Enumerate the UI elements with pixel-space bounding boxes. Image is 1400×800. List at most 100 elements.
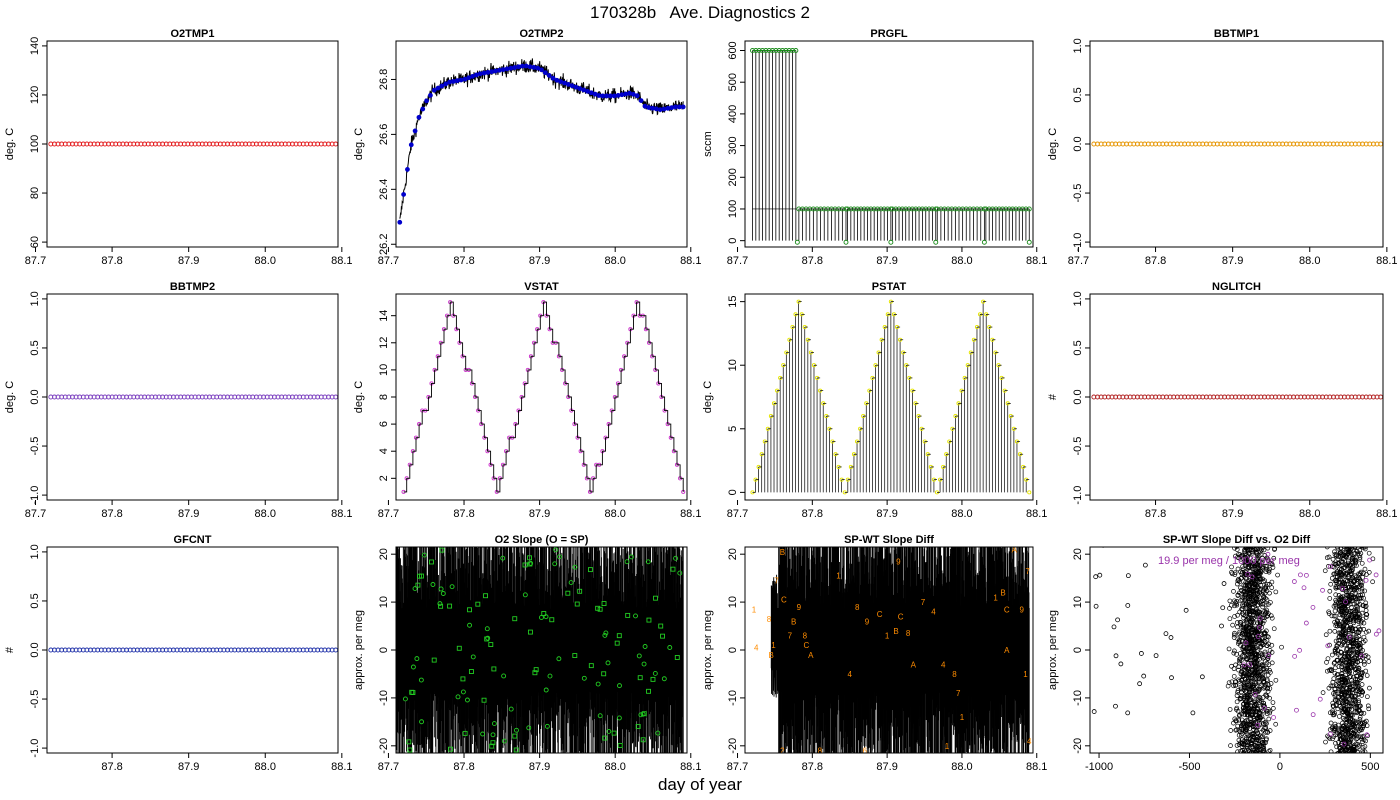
- data-point: [533, 667, 539, 673]
- data-point: [541, 611, 547, 616]
- x-tick-label-bbtmp2: 87.7: [25, 508, 46, 520]
- data-point: [637, 675, 643, 681]
- data-point: [1235, 723, 1241, 729]
- data-point: [888, 239, 894, 245]
- y-axis-label-o2tmp2: deg. C: [353, 128, 365, 160]
- data-point: [1262, 590, 1268, 596]
- data-point: [638, 712, 644, 718]
- data-point: [1259, 662, 1265, 668]
- data-point: [1242, 682, 1247, 688]
- data-point: [641, 711, 647, 717]
- data-point: [1234, 743, 1240, 748]
- data-point: [670, 566, 676, 572]
- data-point: [484, 626, 490, 632]
- data-point: [1235, 688, 1241, 693]
- data-point: [1235, 749, 1240, 753]
- data-point: [1240, 606, 1245, 612]
- data-point: [1261, 700, 1266, 706]
- data-point: [633, 613, 638, 619]
- data-point: [438, 586, 444, 592]
- data-label: 1: [885, 632, 890, 641]
- data-point: [1264, 643, 1270, 649]
- data-point: [1252, 627, 1257, 633]
- data-point: [1257, 587, 1263, 593]
- data-point: [1257, 698, 1263, 703]
- x-tick-label-gfcnt: 88.1: [331, 761, 352, 773]
- data-point: [1248, 697, 1254, 703]
- panel-bbtmp2: BBTMP2 deg. C 87.7 87.8 87.9 88.0 88.1 -1.0 -0.5…: [4, 281, 353, 520]
- panel-prgfl: PRGFL sccm 87.7 87.8 87.9 88.0 88.1 0 100 200 300 4…: [702, 28, 1047, 267]
- data-point: [1251, 721, 1257, 726]
- plot-frame-prgfl: [744, 40, 1034, 248]
- x-tick-label-pstat: 87.7: [727, 508, 748, 520]
- data-label: 2: [780, 747, 785, 756]
- data-point: [500, 555, 506, 561]
- data-point: [485, 69, 491, 75]
- data-point: [483, 593, 489, 599]
- data-point: [645, 559, 651, 565]
- data-point: [558, 79, 564, 85]
- y-tick-label-gfcnt: 1.0: [29, 544, 41, 559]
- data-point: [522, 562, 528, 568]
- data-label: B: [893, 627, 898, 636]
- y-tick-label-o2slope: -20: [378, 738, 390, 754]
- y-axis-label-gfcnt: #: [4, 646, 16, 653]
- data-point: [549, 617, 555, 623]
- data-label: 7: [1026, 567, 1031, 576]
- x-tick-label-spwtslope: 88.0: [951, 761, 972, 773]
- data-point: [677, 570, 683, 576]
- data-point: [1266, 601, 1271, 607]
- data-point: [1252, 676, 1258, 682]
- data-point: [1262, 611, 1268, 617]
- x-tick-label-gfcnt: 87.8: [101, 761, 122, 773]
- data-point: [467, 607, 472, 613]
- y-tick-label-pstat: 5: [727, 426, 739, 432]
- y-axis-label-o2slope: approx. per meg: [353, 610, 365, 690]
- data-point: [600, 93, 606, 99]
- data-point: [636, 653, 642, 659]
- data-point: [568, 580, 574, 586]
- y-tick-label-gfcnt: 0.0: [29, 642, 41, 657]
- data-point: [1329, 575, 1335, 581]
- data-point: [553, 547, 559, 553]
- data-point: [572, 564, 578, 570]
- data-point: [617, 743, 623, 748]
- data-point: [512, 733, 518, 739]
- data-point: [1257, 614, 1263, 619]
- data-point: [1243, 575, 1248, 581]
- panel-title-bbtmp2: BBTMP2: [170, 281, 215, 293]
- data-point: [439, 547, 445, 553]
- panel-title-prgfl: PRGFL: [870, 28, 908, 40]
- data-point: [1247, 612, 1252, 617]
- data-point: [1239, 678, 1244, 683]
- data-point: [1250, 592, 1256, 598]
- data-point: [1027, 490, 1032, 495]
- data-point: [1231, 666, 1237, 672]
- data-point: [1362, 588, 1368, 594]
- data-point: [1261, 597, 1267, 602]
- data-point: [1245, 654, 1251, 660]
- data-point: [1245, 674, 1251, 680]
- data-point: [1258, 683, 1264, 689]
- data-point: [631, 91, 636, 97]
- data-point: [1349, 584, 1354, 590]
- data-point: [1251, 601, 1257, 607]
- data-point: [1252, 585, 1257, 591]
- y-tick-label-pstat: 10: [727, 359, 739, 371]
- data-point: [1269, 561, 1275, 566]
- y-tick-label-o2tmp1: 140: [29, 37, 41, 55]
- data-point: [1247, 559, 1253, 565]
- data-point: [467, 622, 472, 628]
- data-label: 4: [941, 660, 946, 669]
- data-point: [1251, 547, 1257, 552]
- data-point: [1265, 729, 1271, 735]
- data-label: 7: [788, 632, 793, 641]
- data-point: [1237, 695, 1243, 701]
- data-point: [1226, 680, 1232, 686]
- data-point: [1263, 692, 1269, 698]
- data-label: 1: [752, 605, 757, 614]
- plot-area-nglitch: [1091, 394, 1383, 400]
- data-point: [1237, 590, 1242, 596]
- data-point: [623, 91, 629, 97]
